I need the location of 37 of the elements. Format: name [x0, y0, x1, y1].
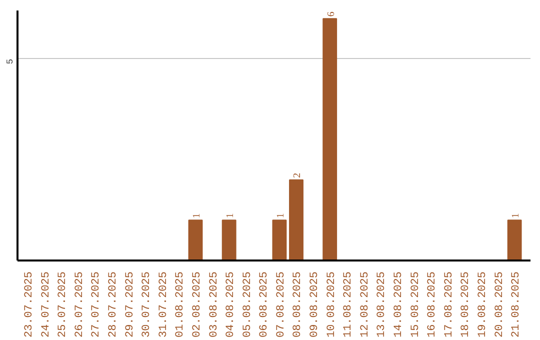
x-tick-label: 07.08.2025	[275, 271, 288, 338]
x-tick-label: 10.08.2025	[326, 271, 338, 338]
x-tick-label: 08.08.2025	[292, 271, 304, 338]
x-tick-label: 31.07.2025	[158, 271, 170, 338]
data-label: 1	[225, 213, 236, 218]
x-tick-label: 18.08.2025	[460, 271, 472, 338]
data-label: 1	[510, 213, 522, 218]
x-tick-label: 05.08.2025	[242, 271, 254, 338]
x-tick-label: 14.08.2025	[393, 271, 406, 338]
x-tick-label: 01.08.2025	[174, 271, 187, 338]
x-tick-label: 02.08.2025	[191, 271, 204, 338]
x-tick-label: 04.08.2025	[225, 271, 238, 338]
x-tick-label: 17.08.2025	[443, 271, 456, 338]
x-tick-label: 25.07.2025	[57, 271, 70, 338]
x-tick-label: 03.08.2025	[208, 271, 220, 338]
x-tick-label: 26.07.2025	[74, 271, 86, 338]
x-tick-label: 27.07.2025	[90, 271, 103, 338]
x-tick-label: 15.08.2025	[410, 271, 422, 338]
x-tick-label: 16.08.2025	[426, 271, 439, 338]
x-tick-label: 30.07.2025	[141, 271, 154, 338]
x-tick-label: 06.08.2025	[258, 271, 271, 338]
x-tick-label: 19.08.2025	[476, 271, 489, 338]
x-tick-label: 13.08.2025	[376, 271, 388, 338]
data-label: 2	[292, 172, 304, 178]
x-tick-label: 09.08.2025	[309, 271, 322, 338]
x-tick-label: 29.07.2025	[124, 271, 136, 338]
x-tick-label: 21.08.2025	[510, 271, 523, 338]
data-label: 1	[275, 213, 286, 218]
x-tick-label: 24.07.2025	[40, 271, 52, 338]
x-tick-label: 12.08.2025	[359, 271, 372, 338]
x-tick-label: 11.08.2025	[342, 271, 355, 338]
x-tick-label: 28.07.2025	[108, 271, 120, 338]
y-tick-label: 5	[6, 58, 16, 64]
x-tick-label: 20.08.2025	[494, 271, 506, 338]
x-tick-label: 23.07.2025	[24, 271, 36, 338]
data-label: 1	[191, 213, 202, 218]
data-label: 6	[326, 12, 337, 17]
